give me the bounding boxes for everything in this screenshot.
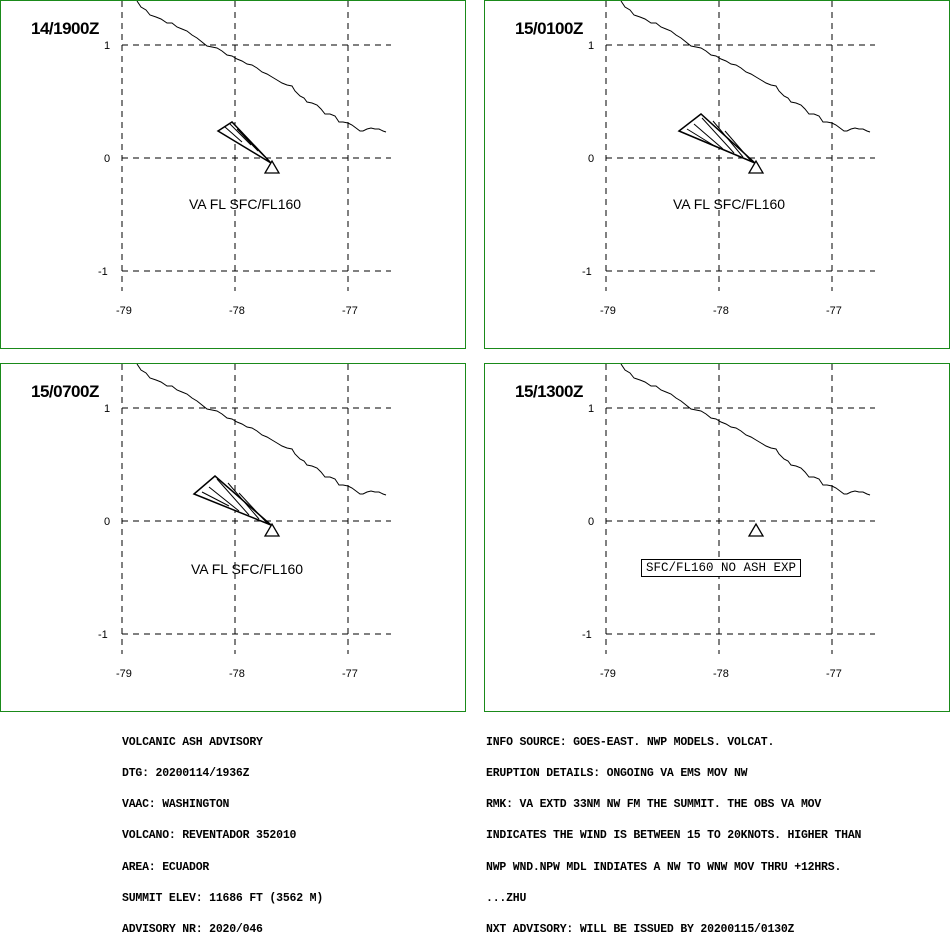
panel-time-label: 15/1300Z	[515, 382, 583, 401]
volcano-marker	[263, 522, 281, 537]
ash-hatch-line	[238, 492, 268, 524]
ash-level-label: VA FL SFC/FL160	[673, 196, 786, 212]
longitude-tick-label: -77	[342, 668, 358, 680]
panel-time-label: 15/0100Z	[515, 19, 583, 38]
ash-hatch-line	[243, 135, 266, 158]
map-panel-2: -79 -78 -77 1 0 -1 15/0100Z VA FL SFC/FL160	[484, 0, 950, 349]
ash-hatch-line	[693, 123, 724, 150]
ash-hatch-line	[686, 128, 714, 146]
map-graphic: -79 -78 -77 1 0 -1	[98, 364, 391, 680]
advisory-line: NWP WND.NPW MDL INDIATES A NW TO WNW MOV…	[486, 860, 842, 874]
latitude-tick-label: 1	[104, 40, 110, 52]
latitude-tick-label: 1	[104, 403, 110, 415]
latitude-tick-label: -1	[98, 266, 108, 278]
advisory-line: INDICATES THE WIND IS BETWEEN 15 TO 20KN…	[486, 829, 862, 843]
advisory-line: SUMMIT ELEV: 11686 FT (3562 M)	[122, 891, 324, 905]
ash-hatch-line	[216, 478, 250, 516]
longitude-tick-label: -79	[116, 668, 132, 680]
ash-hatch-line	[724, 130, 752, 162]
longitude-tick-label: -78	[713, 305, 729, 317]
advisory-line: VOLCANIC ASH ADVISORY	[122, 735, 263, 749]
longitude-tick-label: -79	[116, 305, 132, 317]
ash-hatch-line	[229, 123, 252, 146]
advisory-header-text: VOLCANIC ASH ADVISORY DTG: 20200114/1936…	[122, 717, 323, 946]
ash-level-label: VA FL SFC/FL160	[191, 561, 304, 577]
ash-hatch-line	[224, 126, 243, 143]
longitude-tick-label: -77	[342, 305, 358, 317]
latitude-tick-label: 0	[104, 153, 110, 165]
coastline	[620, 364, 871, 496]
coastline	[620, 1, 871, 133]
map-panel-4: -79 -78 -77 1 0 -1 15/1300Z SFC/FL160 NO ASH …	[484, 363, 950, 712]
volcano-marker	[263, 159, 281, 174]
longitude-tick-label: -79	[600, 668, 616, 680]
advisory-line: ERUPTION DETAILS: ONGOING VA EMS MOV NW	[486, 767, 748, 781]
map-graphic: -79 -78 -77 1 0 -1	[582, 1, 875, 317]
advisory-line: VAAC: WASHINGTON	[122, 798, 230, 812]
ash-hatch-line	[712, 120, 744, 158]
advisory-line: ...ZHU	[486, 891, 527, 905]
longitude-tick-label: -77	[826, 668, 842, 680]
ash-hatch-line	[208, 486, 240, 512]
longitude-tick-label: -78	[229, 305, 245, 317]
advisory-line: VOLCANO: REVENTADOR 352010	[122, 829, 297, 843]
advisory-line: INFO SOURCE: GOES-EAST. NWP MODELS. VOLC…	[486, 735, 775, 749]
ash-plume-polygon	[677, 113, 756, 164]
latitude-tick-label: 0	[588, 153, 594, 165]
panel-time-label: 15/0700Z	[31, 382, 99, 401]
map-graphic: -79 -78 -77 1 0 -1	[582, 364, 875, 680]
latitude-tick-label: -1	[582, 266, 592, 278]
ash-plume-polygon	[192, 475, 272, 526]
coastline	[136, 364, 387, 496]
longitude-tick-label: -78	[229, 668, 245, 680]
coastline	[136, 1, 387, 133]
ash-level-label: VA FL SFC/FL160	[189, 196, 302, 212]
advisory-line: NXT ADVISORY: WILL BE ISSUED BY 20200115…	[486, 923, 795, 937]
latitude-tick-label: -1	[98, 629, 108, 641]
longitude-tick-label: -79	[600, 305, 616, 317]
panel-time-label: 14/1900Z	[31, 19, 99, 38]
map-graphic: -79 -78 -77 1 0 -1	[98, 1, 391, 317]
longitude-tick-label: -77	[826, 305, 842, 317]
advisory-line: AREA: ECUADOR	[122, 860, 210, 874]
longitude-tick-label: -78	[713, 668, 729, 680]
latitude-tick-label: 0	[588, 516, 594, 528]
advisory-line: DTG: 20200114/1936Z	[122, 767, 250, 781]
advisory-details-text: INFO SOURCE: GOES-EAST. NWP MODELS. VOLC…	[486, 717, 861, 946]
advisory-line: RMK: VA EXTD 33NM NW FM THE SUMMIT. THE …	[486, 798, 822, 812]
latitude-tick-label: 0	[104, 516, 110, 528]
volcano-marker	[747, 522, 765, 537]
no-ash-label: SFC/FL160 NO ASH EXP	[641, 559, 802, 577]
ash-hatch-line	[201, 491, 230, 507]
advisory-line: ADVISORY NR: 2020/046	[122, 923, 263, 937]
ash-hatch-line	[227, 482, 260, 520]
map-panel-3: -79 -78 -77 1 0 -1 15/0700Z VA FL SFC/FL160	[0, 363, 466, 712]
latitude-tick-label: -1	[582, 629, 592, 641]
map-panel-1: -79 -78 -77 1 0 -1 14/1900Z VA FL SFC/FL160	[0, 0, 466, 349]
latitude-tick-label: 1	[588, 40, 594, 52]
ash-hatch-line	[701, 117, 735, 154]
latitude-tick-label: 1	[588, 403, 594, 415]
volcano-marker	[747, 159, 765, 174]
